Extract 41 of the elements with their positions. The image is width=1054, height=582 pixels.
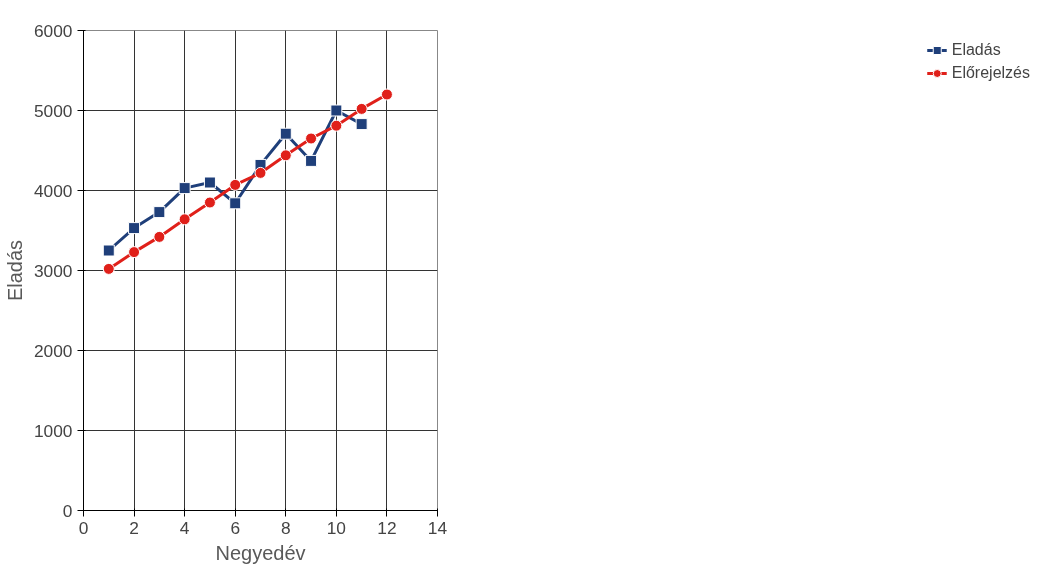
x-tick-label: 2 — [129, 517, 139, 538]
point — [279, 127, 292, 140]
point — [254, 166, 267, 179]
point — [203, 176, 216, 189]
x-tick-label: 10 — [326, 517, 346, 538]
point — [153, 206, 166, 219]
legend-label: Előrejelzés — [951, 64, 1030, 82]
x-tick-label: 6 — [230, 517, 241, 538]
point — [355, 102, 368, 115]
point — [330, 119, 343, 132]
point — [203, 196, 216, 209]
x-tick-label: 12 — [377, 517, 397, 538]
point — [102, 244, 115, 257]
y-tick-label: 4000 — [33, 180, 73, 201]
y-tick-label: 5000 — [33, 100, 73, 121]
y-axis-title: Eladás — [3, 239, 26, 302]
x-tick-label: 0 — [78, 517, 89, 538]
point — [128, 246, 141, 259]
point — [355, 118, 368, 131]
point — [380, 88, 393, 101]
point — [279, 149, 292, 162]
x-axis-title: Negyedév — [215, 541, 306, 564]
point — [229, 178, 242, 191]
x-tick-label: 8 — [280, 517, 291, 538]
point — [128, 222, 141, 235]
y-tick-label: 3000 — [33, 260, 73, 281]
point — [178, 182, 191, 195]
point — [153, 230, 166, 243]
y-tick-label: 2000 — [33, 340, 73, 361]
point — [229, 197, 242, 210]
y-tick-label: 1000 — [33, 420, 73, 441]
point — [102, 262, 115, 275]
legend-label: Eladás — [951, 41, 1001, 59]
point — [305, 132, 318, 145]
point — [305, 154, 318, 167]
y-tick-label: 6000 — [33, 20, 73, 41]
point — [178, 213, 191, 226]
x-tick-label: 14 — [427, 517, 448, 538]
y-tick-label: 0 — [62, 500, 73, 521]
x-tick-label: 4 — [179, 517, 190, 538]
point — [330, 104, 343, 117]
